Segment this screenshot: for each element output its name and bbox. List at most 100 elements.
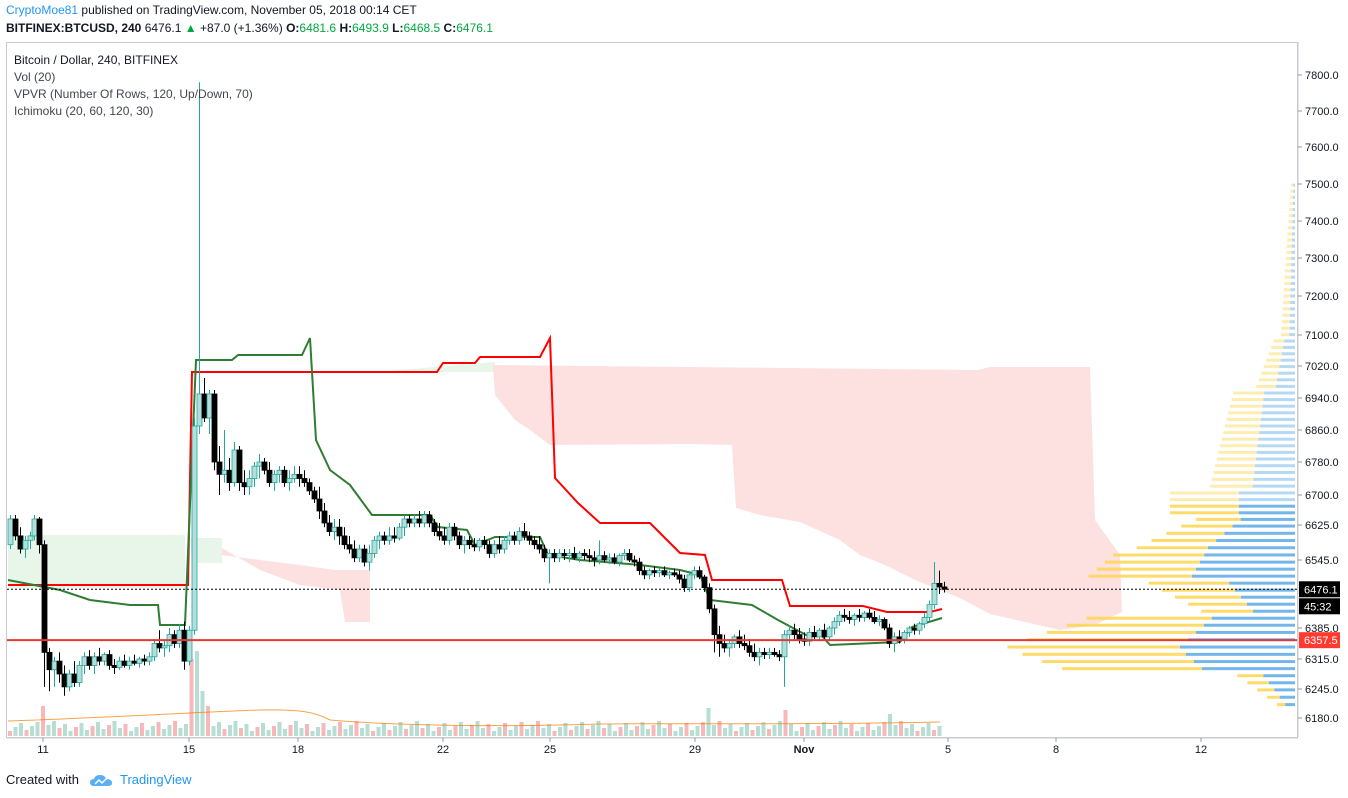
candle-down [721,643,728,649]
volume-bar [173,721,177,736]
vpvr-up-bar [1229,581,1295,585]
author-link[interactable]: CryptoMoe81 [6,3,79,17]
vpvr-up-bar [1279,365,1295,369]
vpvr-down-bar [1290,183,1294,187]
candle-down [111,665,118,668]
candle-up [921,616,928,625]
candle-down [631,559,638,563]
vpvr-down-bar [1284,281,1291,285]
candle-down [846,616,853,620]
volume-bar [591,725,595,736]
volume-bar [24,730,29,736]
vpvr-down-bar [1273,339,1285,343]
candle-down [456,535,463,546]
price-tick-label: 7200.0 [1305,291,1339,303]
candle-down [416,518,423,524]
candle-up [516,531,523,541]
candle-down [451,526,458,537]
volume-bar [904,728,909,736]
volume-bar [107,725,111,736]
candle-up [206,393,213,419]
candle-down [586,555,593,559]
published-text: published on TradingView.com, November 0… [81,3,417,17]
vpvr-down-bar [1283,288,1291,292]
vpvr-up-bar [1276,378,1295,382]
volume-bar [8,731,12,736]
candle-up [816,629,823,638]
volume-bar [800,727,804,736]
volume-bar [305,724,309,736]
candle-down [856,614,863,618]
candle-down [681,578,688,589]
volume-bar [316,727,320,736]
volume-bar [129,731,133,736]
candle-up [781,634,788,658]
price-chart[interactable]: 7800.0 7700.0 7600.0 7500.0 7400.0 7300.0 7200… [0,0,1348,770]
volume-bar [57,728,62,736]
candle-up [616,555,623,563]
volume-bar [118,728,122,736]
candle-down [601,555,608,561]
vpvr-up-bar [1291,256,1295,260]
change-value: +87.0 (+1.36%) [199,21,283,35]
volume-bar [657,721,661,736]
countdown-tag: 45:32 [1304,601,1332,613]
volume-bar [805,723,810,736]
candle-down [466,539,473,546]
volume-bar [673,731,678,736]
candle-down [741,643,748,647]
created-with-text: Created with [6,772,79,787]
vpvr-up-bar [1290,300,1295,304]
volume-bar [541,728,546,736]
candle-up [461,539,468,546]
vpvr-down-bar [1170,498,1239,502]
vpvr-down-bar [1285,263,1292,267]
candle-up [646,570,653,576]
vpvr-up-bar [1275,384,1295,388]
legend-title[interactable]: Bitcoin / Dollar, 240, BITFINEX [14,53,179,67]
legend-vpvr[interactable]: VPVR (Number Of Rows, 120, Up/Down, 70) [14,87,253,101]
volume-bar [530,725,535,736]
candle-down [391,535,398,539]
ichimoku-cloud-bull [8,535,185,588]
candle-down [871,616,878,623]
legend-vol[interactable]: Vol (20) [14,70,56,84]
candle-up [81,656,88,666]
volume-bar [360,728,364,736]
volume-bar [684,723,689,736]
vpvr-up-bar [1281,352,1295,356]
candle-up [411,518,418,524]
volume-bar [921,727,925,736]
volume-bar [288,725,293,736]
candle-down [521,531,528,537]
candle-up [386,535,393,541]
volume-bar [508,730,513,736]
vpvr-down-bar [1216,457,1256,461]
candle-down [531,539,538,546]
vpvr-up-bar [1290,275,1295,279]
candle-up [251,465,258,479]
candle-down [676,574,683,580]
vpvr-up-bar [1261,411,1295,415]
candle-down [776,654,783,658]
ichimoku-cloud-bull [190,538,222,563]
volume-bar [596,721,601,736]
candle-down [12,518,19,537]
tradingview-link[interactable]: TradingView [120,772,192,787]
volume-bar [310,731,315,736]
price-tick-label: 6780.0 [1305,457,1339,469]
legend-ichimoku[interactable]: Ichimoku (20, 60, 120, 30) [14,104,154,118]
tenkan-line [8,334,943,613]
volume-bar [651,725,656,736]
volume-bar [217,722,221,736]
price-tick-label: 7400.0 [1305,216,1339,228]
vpvr-up-bar [1292,208,1295,212]
volume-bar [382,723,386,736]
volume-bar [90,726,95,736]
volume-bar [745,723,749,736]
candle-down [106,654,113,666]
volume-bar [442,723,447,736]
vpvr-down-bar [1105,560,1200,564]
candle-down [71,673,78,683]
volume-bar [123,724,128,736]
